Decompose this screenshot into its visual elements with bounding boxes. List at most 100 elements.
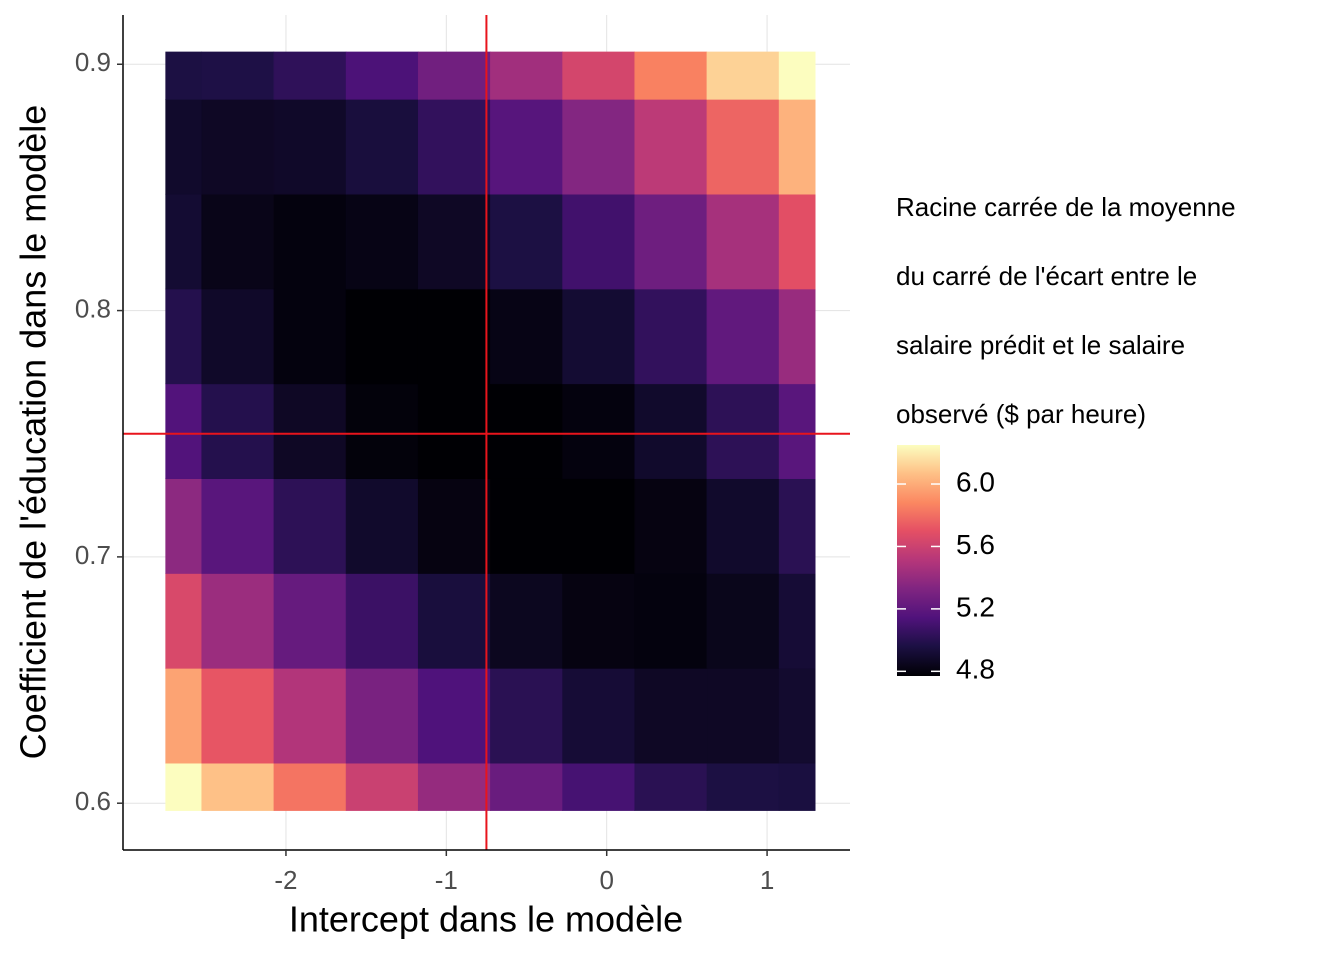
legend: Racine carrée de la moyenne du carré de l…: [896, 192, 1236, 685]
heat-cell: [165, 762, 203, 811]
heat-cell: [778, 99, 816, 195]
heat-cell: [562, 51, 636, 100]
heat-cell: [345, 668, 419, 764]
heat-cell: [706, 668, 780, 764]
colorbar-tick-label: 4.8: [956, 654, 995, 685]
heat-cell: [345, 383, 419, 479]
x-tick-label: 1: [760, 865, 774, 895]
heat-cell: [562, 668, 636, 764]
heat-cell: [634, 383, 708, 479]
legend-title-line: du carré de l'écart entre le: [896, 261, 1197, 291]
heat-cell: [634, 478, 708, 574]
legend-title-line: Racine carrée de la moyenne: [896, 192, 1236, 222]
colorbar-tick-label: 6.0: [956, 466, 995, 497]
heat-cell: [201, 573, 275, 669]
heat-cell: [201, 193, 275, 290]
heat-cell: [345, 193, 419, 290]
heat-cell: [778, 383, 816, 479]
heat-cell: [201, 99, 275, 195]
heat-cell: [273, 288, 347, 385]
heat-cell: [273, 668, 347, 764]
x-tick-label: -2: [274, 865, 297, 895]
heat-cell: [490, 668, 563, 764]
ticks: -2 -1 0 1 0.6 0.7 0.8 0.9: [75, 47, 774, 895]
heat-cell: [417, 288, 491, 385]
heat-cell: [345, 288, 419, 385]
heat-cell: [706, 573, 780, 669]
heatmap: [165, 51, 816, 811]
heat-cell: [634, 99, 708, 195]
heat-cell: [778, 478, 816, 574]
heat-cell: [417, 193, 491, 290]
heat-cell: [490, 99, 563, 195]
heat-cell: [273, 193, 347, 290]
heat-cell: [417, 99, 491, 195]
heat-cell: [201, 288, 275, 385]
heat-cell: [345, 573, 419, 669]
heat-cell: [417, 51, 491, 100]
heat-cell: [345, 99, 419, 195]
heat-cell: [165, 288, 203, 385]
heat-cell: [201, 478, 275, 574]
heat-cell: [345, 478, 419, 574]
heat-cell: [562, 193, 636, 290]
heat-cell: [490, 478, 563, 574]
heat-cell: [490, 573, 563, 669]
heat-cell: [562, 762, 636, 811]
heat-cell: [562, 288, 636, 385]
heat-cell: [417, 668, 491, 764]
heat-cell: [706, 99, 780, 195]
heat-cell: [165, 478, 203, 574]
heat-cell: [634, 51, 708, 100]
heat-cell: [778, 51, 816, 100]
heat-cell: [634, 288, 708, 385]
x-tick-label: 0: [599, 865, 613, 895]
heat-cell: [706, 193, 780, 290]
heat-cell: [201, 383, 275, 479]
heat-cell: [165, 383, 203, 479]
heat-cell: [273, 478, 347, 574]
heat-cell: [165, 193, 203, 290]
heat-cell: [562, 573, 636, 669]
heat-cell: [345, 51, 419, 100]
heat-cell: [706, 383, 780, 479]
y-tick-label: 0.6: [75, 786, 111, 816]
heat-cell: [778, 762, 816, 811]
x-tick-label: -1: [435, 865, 458, 895]
heat-cell: [778, 288, 816, 385]
heat-cell: [778, 668, 816, 764]
heat-cell: [273, 762, 347, 811]
heat-cell: [706, 762, 780, 811]
heat-cell: [345, 762, 419, 811]
heat-cell: [490, 51, 563, 100]
heat-cell: [634, 668, 708, 764]
colorbar-tick-label: 5.2: [956, 591, 995, 622]
heat-cell: [490, 193, 563, 290]
heat-cell: [634, 762, 708, 811]
legend-title-line: salaire prédit et le salaire: [896, 330, 1185, 360]
heat-cell: [490, 762, 563, 811]
heat-cell: [706, 51, 780, 100]
heat-cell: [778, 193, 816, 290]
y-tick-label: 0.9: [75, 47, 111, 77]
legend-title-line: observé ($ par heure): [896, 399, 1146, 429]
heat-cell: [165, 99, 203, 195]
heat-cell: [562, 383, 636, 479]
reference-lines: [123, 15, 850, 850]
heat-cell: [562, 478, 636, 574]
heat-cell: [273, 51, 347, 100]
heat-cell: [201, 762, 275, 811]
heat-cell: [778, 573, 816, 669]
y-axis-title: Coefficient de l'éducation dans le modèl…: [13, 105, 54, 760]
heat-cell: [165, 51, 203, 100]
heat-cell: [562, 99, 636, 195]
x-axis-title: Intercept dans le modèle: [289, 899, 683, 940]
colorbar-tick-label: 5.6: [956, 529, 995, 560]
heat-cell: [706, 288, 780, 385]
heat-cell: [417, 762, 491, 811]
heat-cell: [273, 99, 347, 195]
y-tick-label: 0.7: [75, 540, 111, 570]
heat-cell: [490, 288, 563, 385]
heat-cell: [273, 383, 347, 479]
